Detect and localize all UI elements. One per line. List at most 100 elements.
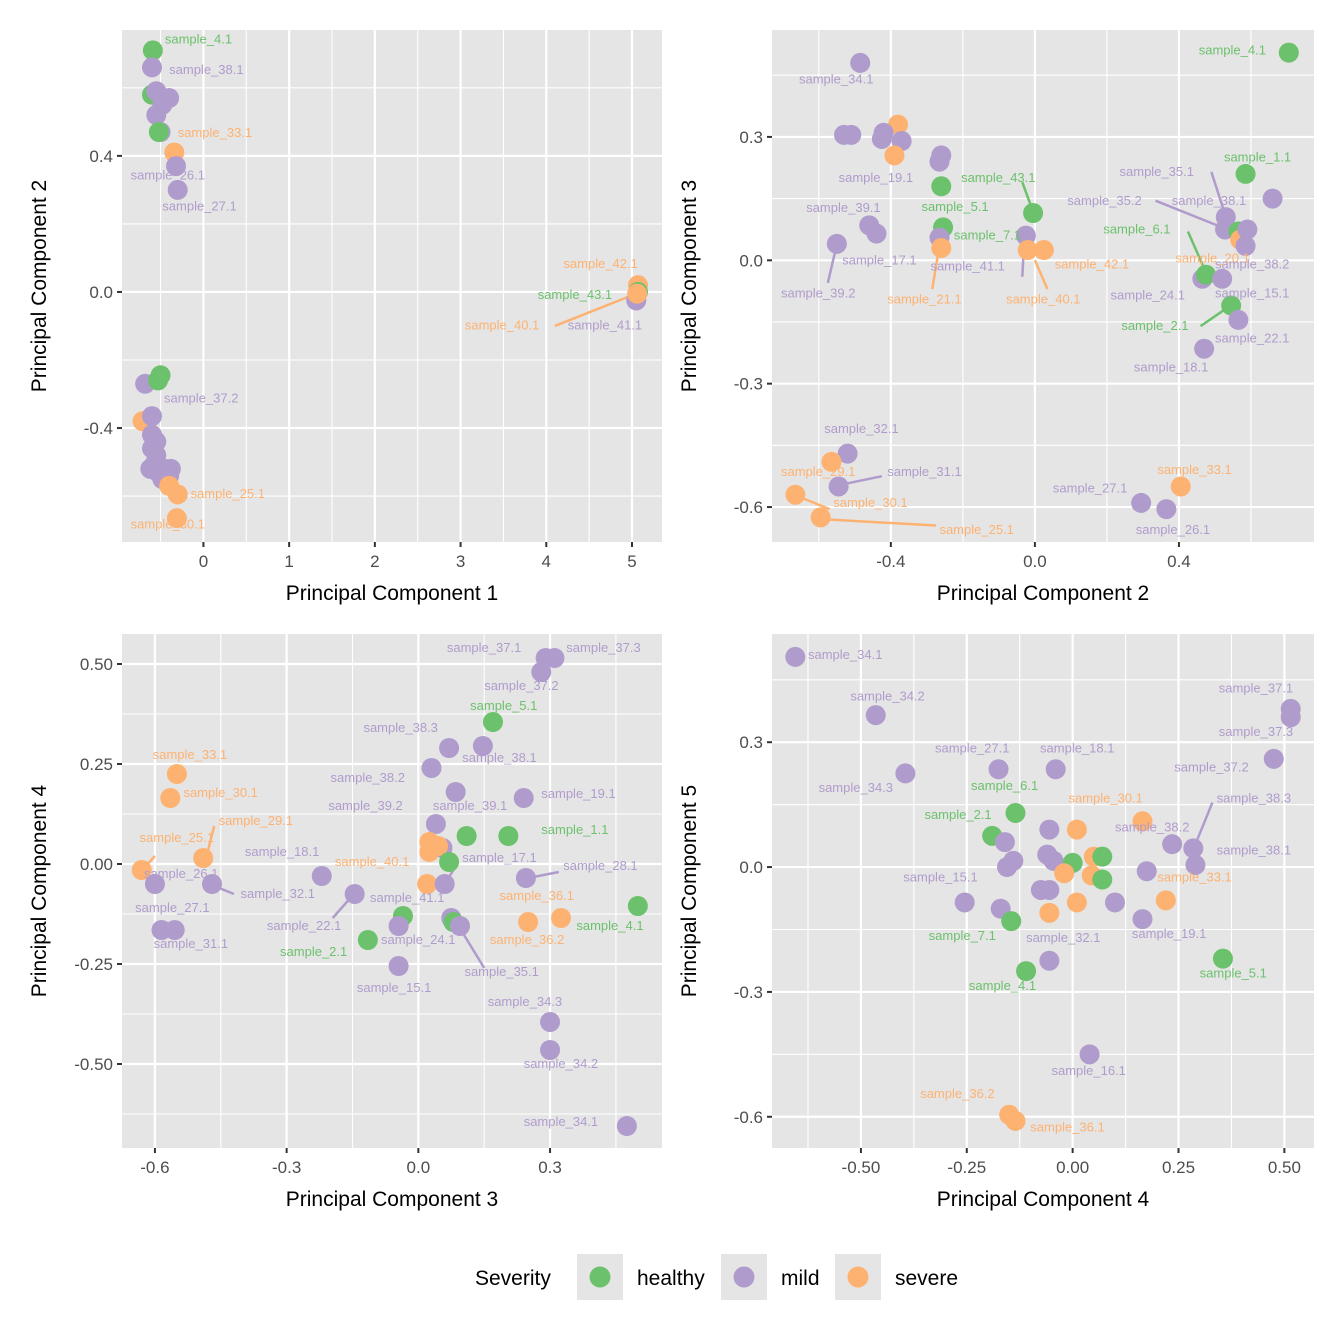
point-label: sample_38.2 [1115,820,1189,835]
point-label: sample_37.1 [1219,680,1293,695]
label-leader-lines [554,294,633,328]
point-label: sample_30.1 [131,516,205,531]
point-label: sample_32.1 [1026,930,1100,945]
data-points [131,648,648,1136]
point-label: sample_37.2 [164,391,238,406]
data-point-mild [1235,235,1256,256]
x-axis-title: Principal Component 2 [937,582,1149,605]
point-label: sample_33.1 [1157,870,1231,885]
leader-line [1155,199,1223,229]
point-label: sample_6.1 [971,778,1038,793]
data-point-healthy [931,176,952,197]
point-label: sample_34.3 [488,994,562,1009]
data-point-mild [531,662,552,682]
point-label: sample_36.2 [490,932,564,947]
y-axis-title: Principal Component 5 [678,785,701,997]
point-label: sample_43.1 [961,170,1035,185]
data-point-mild [513,788,534,808]
point-label: sample_34.2 [524,1056,598,1071]
data-point-mild [1079,1044,1100,1065]
data-point-severe [551,908,572,928]
data-point-mild [1039,950,1060,971]
x-axis-ticks: 0 1 2 3 4 5 [199,542,637,571]
point-label: sample_37.3 [566,640,640,655]
data-point-healthy [1195,264,1216,285]
point-label: sample_1.1 [541,822,608,837]
point-label: sample_25.1 [140,830,214,845]
y-tick-label: -0.3 [734,983,763,1002]
point-label: sample_40.1 [465,317,539,332]
data-point-severe [1155,890,1176,911]
y-tick-label: 0.00 [80,855,113,874]
legend-label-healthy: healthy [637,1267,705,1290]
point-label: sample_36.2 [920,1086,994,1101]
data-point-mild [865,705,886,726]
x-tick-label: -0.3 [272,1158,301,1177]
data-point-mild [540,1012,561,1032]
data-point-mild [540,1040,561,1060]
data-point-severe [821,451,842,472]
data-point-mild [895,763,916,784]
data-point-mild [1132,909,1153,930]
y-axis-ticks: -0.4 0.0 0.4 [84,147,122,438]
data-point-severe [810,507,831,528]
data-point-healthy [357,930,378,950]
leader-line [1021,181,1033,208]
data-point-healthy [1001,911,1022,932]
point-label: sample_37.3 [1219,724,1293,739]
data-point-mild [1131,492,1152,513]
x-axis-title: Principal Component 3 [286,1188,498,1211]
data-point-healthy [627,896,648,916]
point-label: sample_33.1 [153,747,227,762]
point-label: sample_15.1 [357,980,431,995]
point-label: sample_39.1 [433,798,507,813]
point-label: sample_32.1 [241,886,315,901]
legend-key-healthy [589,1266,611,1288]
y-tick-label: 0.0 [739,251,763,270]
point-label: sample_29.1 [219,813,293,828]
point-label: sample_26.1 [144,866,218,881]
legend: Severity healthy mild severe [475,1254,958,1300]
data-point-healthy [1016,961,1037,982]
point-label: sample_43.1 [538,287,612,302]
leader-line [461,931,486,969]
point-label: sample_28.1 [563,858,637,873]
point-label: sample_40.1 [1006,291,1080,306]
point-label: sample_15.1 [1215,285,1289,300]
point-label: sample_42.1 [563,256,637,271]
data-point-mild [1162,834,1183,855]
point-label: sample_20.1 [1175,250,1249,265]
point-label: sample_34.2 [850,689,924,704]
data-point-mild [997,857,1018,878]
data-point-severe [419,842,440,862]
x-tick-label: 0.3 [538,1158,562,1177]
point-label: sample_1.1 [1224,150,1291,165]
y-tick-label: 0.3 [739,733,763,752]
data-point-mild [1237,219,1258,240]
data-point-severe [166,508,187,529]
point-label: sample_30.1 [833,495,907,510]
data-point-severe [627,283,648,304]
data-point-healthy [1023,203,1044,224]
data-point-mild [421,758,442,778]
point-label: sample_32.1 [824,421,898,436]
data-point-severe [131,860,152,880]
data-point-severe [1039,902,1060,923]
data-point-mild [142,57,162,78]
data-point-severe [931,237,952,258]
leader-line [825,518,936,527]
leader-line [554,294,633,328]
leader-line [841,474,883,486]
data-point-mild [1263,748,1284,769]
data-point-healthy [1005,802,1026,823]
point-label: sample_41.1 [370,890,444,905]
data-point-mild [146,105,167,126]
leader-line [1194,802,1214,845]
point-label: sample_38.1 [1172,193,1246,208]
point-label: sample_33.1 [178,125,252,140]
y-tick-label: -0.3 [734,375,763,394]
point-label: sample_18.1 [1134,359,1208,374]
data-point-mild [1156,499,1177,520]
point-label: sample_34.1 [524,1114,598,1129]
data-point-mild [616,1116,637,1136]
